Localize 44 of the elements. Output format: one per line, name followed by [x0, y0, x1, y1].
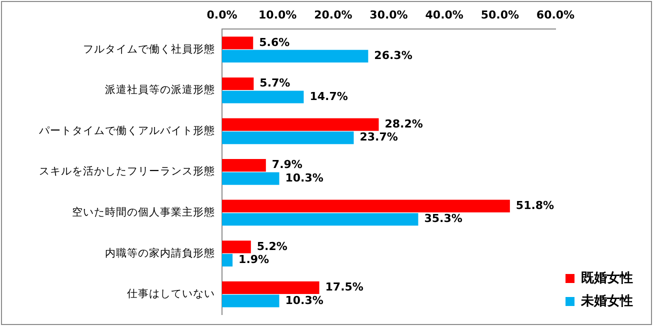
data-label: 17.5%: [325, 280, 364, 294]
bar: [222, 131, 354, 144]
x-tick-label: 10.0%: [258, 8, 297, 22]
bar: [222, 50, 368, 63]
x-tick-label: 0.0%: [206, 8, 238, 22]
x-tick-label: 30.0%: [370, 8, 408, 22]
bar: [222, 172, 280, 185]
bar: [222, 254, 233, 266]
y-tick-label: スキルを活かしたフリーランス形態: [39, 164, 215, 178]
bar: [222, 294, 280, 308]
x-tick-label: 40.0%: [425, 8, 464, 22]
data-label: 5.7%: [260, 76, 290, 90]
x-tick-label: 20.0%: [314, 8, 352, 22]
x-tick-label: 60.0%: [536, 8, 575, 22]
y-tick-label: 仕事はしていない: [127, 287, 215, 300]
bar: [222, 36, 254, 50]
y-tick-label: 内職等の家内請負形態: [105, 246, 215, 260]
data-label: 5.2%: [256, 240, 288, 253]
data-label: 10.3%: [285, 294, 324, 307]
bar: [222, 77, 254, 90]
legend-label: 既婚女性: [581, 270, 633, 286]
data-label: 28.2%: [384, 117, 423, 130]
bar: [222, 240, 251, 254]
data-label: 51.8%: [516, 198, 554, 212]
y-tick-label: 派遣社員等の派遣形態: [105, 83, 215, 96]
data-label: 35.3%: [424, 212, 462, 226]
bar: [222, 118, 379, 131]
bar: [222, 200, 510, 212]
bar: [222, 159, 266, 172]
data-label: 10.3%: [285, 171, 324, 184]
bar: [222, 213, 418, 226]
y-tick-label: フルタイムで働く社員形態: [83, 42, 215, 56]
data-label: 14.7%: [310, 90, 348, 103]
data-label: 23.7%: [360, 130, 398, 144]
bar: [222, 90, 304, 104]
y-tick-label: パートタイムで働くアルバイト形態: [38, 124, 215, 137]
x-tick-label: 50.0%: [480, 8, 520, 22]
bar: [222, 281, 320, 294]
y-tick-label: 空いた時間の個人事業主形態: [72, 205, 215, 218]
data-label: 1.9%: [238, 253, 270, 266]
legend-label: 未婚女性: [580, 294, 633, 309]
data-label: 7.9%: [272, 158, 302, 172]
data-label: 5.6%: [259, 36, 290, 49]
data-label: 26.3%: [374, 49, 412, 62]
